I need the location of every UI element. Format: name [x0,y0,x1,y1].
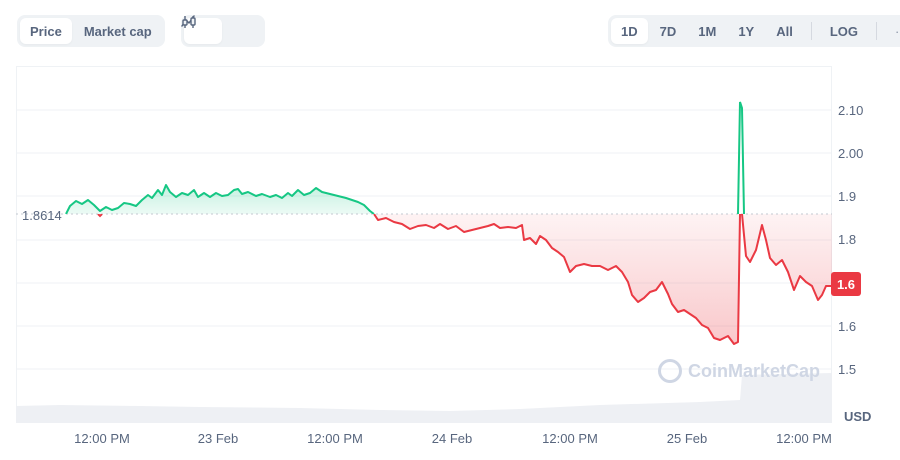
range-1y[interactable]: 1Y [738,23,755,39]
currency-label: USD [844,409,872,424]
watermark: CoinMarketCap [658,359,820,383]
x-tick: 12:00 PM [307,431,363,446]
divider [810,22,812,40]
tab-market-cap[interactable]: Market cap [83,23,152,39]
current-price-badge: 1.6 [831,272,861,296]
x-tick: 23 Feb [197,431,239,446]
x-tick: 12:00 PM [542,431,598,446]
y-tick: 1.5 [838,362,857,377]
log-scale-toggle[interactable]: LOG [829,23,859,39]
y-tick: 2.10 [838,103,864,118]
y-tick: 1.9 [838,189,857,204]
tab-price[interactable]: Price [20,18,72,44]
x-tick: 12:00 PM [74,431,130,446]
range-all[interactable]: All [776,23,793,39]
y-tick: 2.00 [838,146,864,161]
chart-type-tabs: Price Market cap [17,15,165,47]
y-tick: 1.6 [838,319,857,334]
time-range-tabs: 1D 7D 1M 1Y All LOG ··· [608,15,900,47]
range-7d[interactable]: 7D [659,23,677,39]
y-tick: 1.8 [838,232,857,247]
x-tick: 25 Feb [666,431,708,446]
x-tick: 24 Feb [431,431,473,446]
range-1m[interactable]: 1M [698,23,717,39]
volume-area [16,373,832,423]
price-line-up [65,184,375,214]
coinmarketcap-logo-icon [658,359,682,383]
candlestick-button[interactable] [182,16,262,44]
more-options-button[interactable]: ··· [895,23,900,39]
x-tick: 12:00 PM [776,431,832,446]
candlestick-icon [182,16,196,28]
chart-style-tabs [181,15,265,47]
divider [876,22,878,40]
range-1d[interactable]: 1D [611,18,648,44]
watermark-text: CoinMarketCap [688,360,821,381]
price-line-down [373,214,832,345]
open-price-label: 1.8614 [22,208,62,223]
